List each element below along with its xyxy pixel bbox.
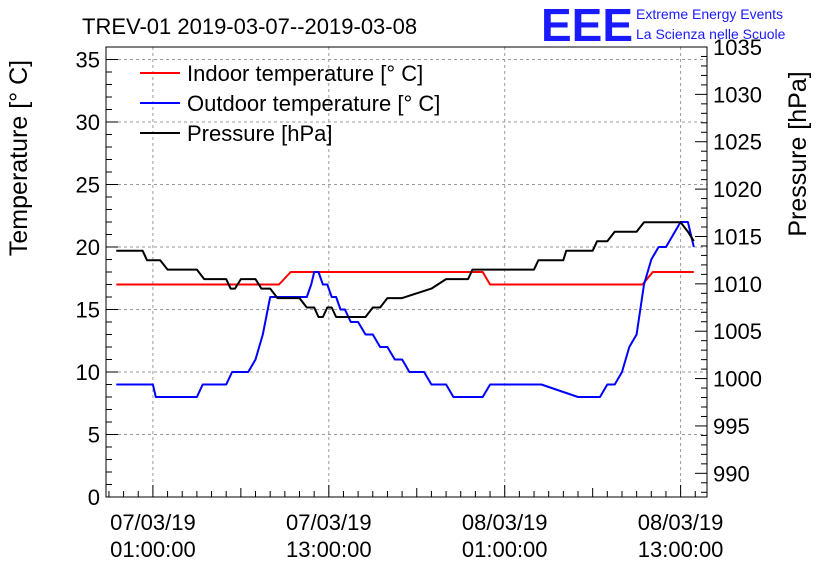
y2-tick-label: 1020 xyxy=(713,177,762,202)
x-tick-label-date: 07/03/19 xyxy=(110,510,196,535)
y-tick-label: 10 xyxy=(76,360,100,385)
x-tick-label-date: 07/03/19 xyxy=(286,510,372,535)
right-axis-label: Pressure [hPa] xyxy=(784,71,812,236)
x-tick-label-date: 08/03/19 xyxy=(638,510,724,535)
logo-letters: EEE xyxy=(541,0,633,51)
y-tick-label: 0 xyxy=(88,485,100,510)
series-pressure-line xyxy=(116,221,695,318)
eee-logo: EEE Extreme Energy Events La Scienza nel… xyxy=(541,0,786,51)
y2-tick-label: 1015 xyxy=(713,224,762,249)
y2-tick-label: 995 xyxy=(713,414,750,439)
legend-label-outdoor: Outdoor temperature [° C] xyxy=(187,91,440,116)
y-tick-label: 30 xyxy=(76,110,100,135)
y2-tick-label: 990 xyxy=(713,461,750,486)
logo-line-1: Extreme Energy Events xyxy=(636,6,783,22)
grid-layer xyxy=(106,47,707,498)
y-tick-label: 15 xyxy=(76,298,100,323)
left-axis-label: Temperature [° C] xyxy=(5,60,33,256)
y2-tick-label: 1000 xyxy=(713,367,762,392)
y2-tick-label: 1030 xyxy=(713,82,762,107)
series-layer xyxy=(116,221,695,398)
legend-label-indoor: Indoor temperature [° C] xyxy=(187,61,423,86)
x-tick-label-time: 13:00:00 xyxy=(638,537,724,562)
x-tick-label-date: 08/03/19 xyxy=(462,510,548,535)
y2-tick-label: 1010 xyxy=(713,272,762,297)
chart-title: TREV-01 2019-03-07--2019-03-08 xyxy=(82,14,417,39)
y-tick-label: 25 xyxy=(76,173,100,198)
y-tick-label: 35 xyxy=(76,48,100,73)
y-tick-label: 5 xyxy=(88,423,100,448)
legend-label-pressure: Pressure [hPa] xyxy=(187,121,333,146)
series-outdoor-line xyxy=(116,221,695,398)
x-tick-label-time: 01:00:00 xyxy=(110,537,196,562)
y2-tick-label: 1025 xyxy=(713,130,762,155)
legend: Indoor temperature [° C] Outdoor tempera… xyxy=(140,61,440,146)
y-tick-label: 20 xyxy=(76,235,100,260)
x-tick-label-time: 01:00:00 xyxy=(462,537,548,562)
axis-layer: 0510152025303599099510001005101010151020… xyxy=(76,35,762,562)
x-tick-label-time: 13:00:00 xyxy=(286,537,372,562)
y2-tick-label: 1035 xyxy=(713,35,762,60)
logo-line-2: La Scienza nelle Scuole xyxy=(636,26,786,42)
y2-tick-label: 1005 xyxy=(713,319,762,344)
series-indoor-line xyxy=(116,271,694,286)
